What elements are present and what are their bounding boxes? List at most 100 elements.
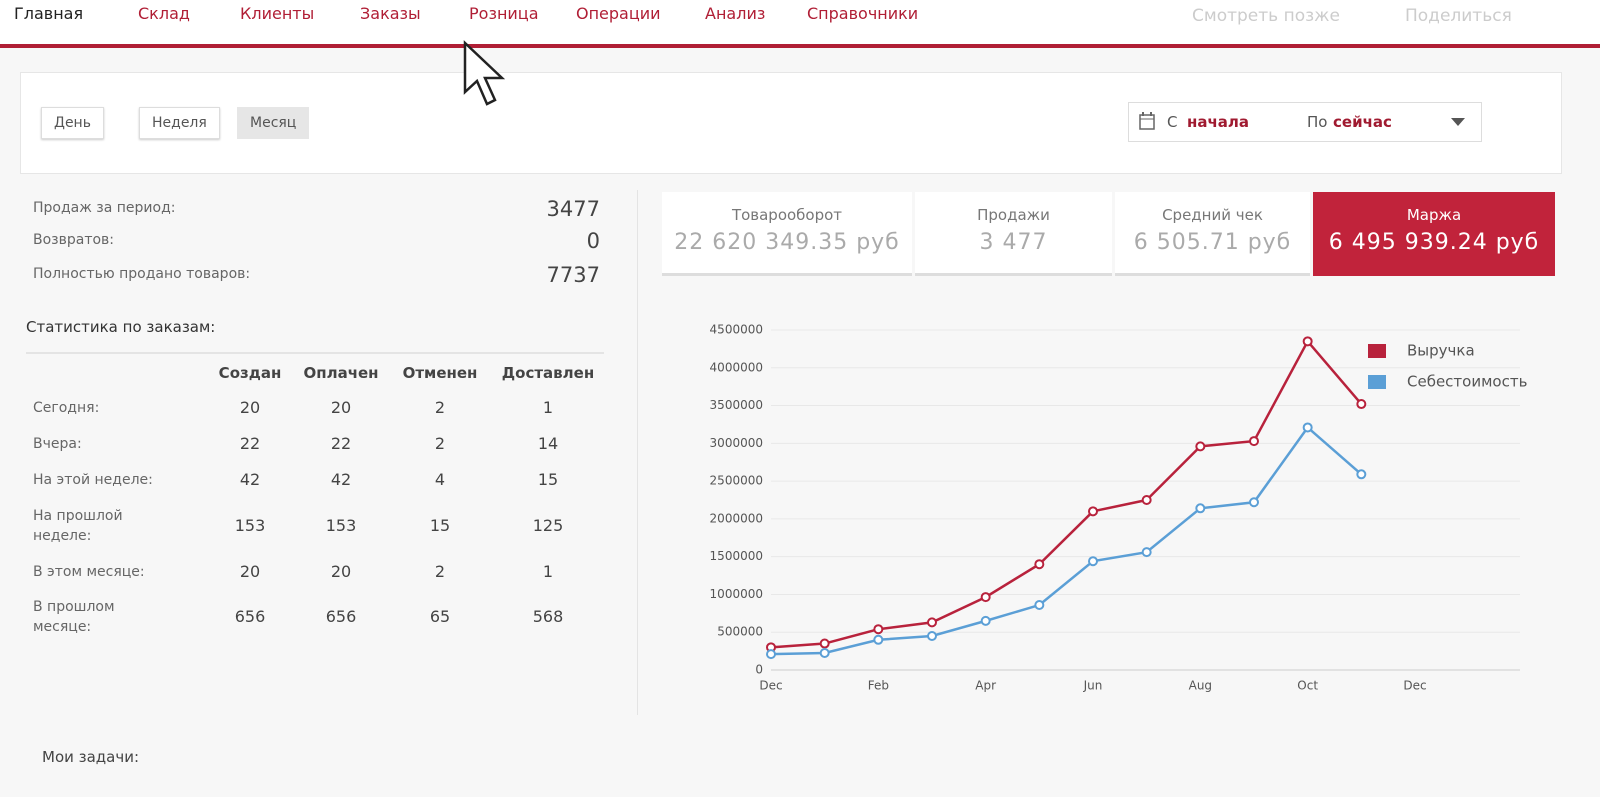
summary-value: 0 xyxy=(586,229,600,253)
kpi-value: 6 495 939.24 руб xyxy=(1328,230,1540,255)
top-nav: Главная Склад Клиенты Заказы Розница Операции… xyxy=(0,0,1600,48)
from-text: начала xyxy=(1187,113,1250,131)
x-tick-label: Dec xyxy=(1403,679,1426,693)
table-cell: 20 xyxy=(330,562,352,581)
data-point xyxy=(1034,559,1045,570)
table-cell: 1 xyxy=(542,398,554,417)
nav-link[interactable]: Анализ xyxy=(705,4,766,23)
nav-link[interactable]: Операции xyxy=(576,4,661,23)
table-cell: 125 xyxy=(532,516,564,535)
y-tick-label: 500000 xyxy=(717,625,763,639)
date-filter[interactable]: С начала По сейчас xyxy=(1128,102,1482,142)
table-cell: 153 xyxy=(234,516,266,535)
row-label: В прошлом месяце: xyxy=(33,599,115,635)
summary-value: 7737 xyxy=(546,263,600,287)
y-tick-label: 2500000 xyxy=(710,474,763,488)
table-cell: 1 xyxy=(542,562,554,581)
data-point xyxy=(1302,336,1313,347)
orders-title: Статистика по заказам: xyxy=(26,318,216,336)
table-cell: 42 xyxy=(330,470,352,489)
data-point xyxy=(980,592,991,603)
period-button[interactable]: Месяц xyxy=(237,107,310,139)
data-point xyxy=(1088,506,1098,517)
table-cell: 20 xyxy=(239,562,261,581)
kpi-tile[interactable]: Средний чек 6 505.71 руб xyxy=(1115,192,1310,276)
data-point xyxy=(1088,556,1098,567)
y-tick-label: 4000000 xyxy=(710,360,763,374)
data-point xyxy=(766,649,776,660)
summary-label: Продаж за период: xyxy=(33,200,176,216)
overlay-text[interactable]: Поделиться xyxy=(1405,6,1512,26)
data-point xyxy=(1195,441,1206,452)
row-label: Вчера: xyxy=(33,436,82,452)
y-tick-label: 3500000 xyxy=(710,398,763,412)
data-point xyxy=(1195,503,1206,514)
row-label: В этом месяце: xyxy=(33,564,145,580)
kpi-value: 22 620 349.35 руб xyxy=(674,230,900,255)
kpi-tile[interactable]: Товарооборот 22 620 349.35 руб xyxy=(662,192,912,276)
x-tick-label: Jun xyxy=(1083,679,1103,693)
nav-link[interactable]: Клиенты xyxy=(240,4,315,23)
nav-link[interactable]: Главная xyxy=(14,4,84,23)
nav-link[interactable]: Заказы xyxy=(360,4,421,23)
period-button[interactable]: Неделя xyxy=(139,107,220,139)
summary-value: 3477 xyxy=(546,197,600,221)
table-cell: 14 xyxy=(537,434,559,453)
series-line xyxy=(770,339,1363,649)
to-value: сейчас xyxy=(1333,113,1392,131)
nav-link[interactable]: Розница xyxy=(469,4,539,23)
table-cell: 65 xyxy=(429,607,451,626)
kpi-value: 6 505.71 руб xyxy=(1133,230,1292,255)
mouse-cursor xyxy=(463,40,506,106)
data-point xyxy=(1249,436,1259,447)
kpi-tile[interactable]: Маржа 6 495 939.24 руб xyxy=(1313,192,1555,276)
data-point xyxy=(819,638,830,649)
table-cell: 22 xyxy=(330,434,352,453)
divider xyxy=(637,190,638,715)
data-point xyxy=(1141,547,1152,558)
legend-label: Себестоимость xyxy=(1407,373,1527,391)
kpi-label: Товарооборот xyxy=(731,206,843,224)
table-cell: 153 xyxy=(325,516,357,535)
data-point xyxy=(1302,422,1313,433)
data-point xyxy=(980,615,991,626)
to-text: сейчас xyxy=(1333,113,1392,131)
table-cell: 15 xyxy=(537,470,559,489)
data-point xyxy=(1356,399,1367,410)
table-cell: 42 xyxy=(239,470,261,489)
table-cell: 2 xyxy=(434,398,446,417)
data-point xyxy=(1356,469,1367,480)
series-line xyxy=(770,425,1363,656)
data-point xyxy=(873,634,884,645)
from-value: начала xyxy=(1187,113,1249,131)
nav-link[interactable]: Склад xyxy=(138,4,190,23)
period-button[interactable]: День xyxy=(41,107,104,139)
x-tick-label: Aug xyxy=(1189,679,1212,693)
data-point xyxy=(819,648,830,658)
table-cell: 20 xyxy=(239,398,261,417)
nav-link[interactable]: Справочники xyxy=(807,4,919,23)
data-point xyxy=(1141,495,1152,505)
data-point xyxy=(873,624,884,635)
data-point xyxy=(927,617,937,628)
table-cell: 656 xyxy=(234,607,266,626)
x-tick-label: Feb xyxy=(868,679,889,693)
column-header: Доставлен xyxy=(501,364,595,382)
data-point xyxy=(1249,497,1259,508)
x-tick-label: Apr xyxy=(975,679,996,693)
row-label: Сегодня: xyxy=(33,400,100,416)
column-header: Оплачен xyxy=(303,364,379,382)
calendar-icon xyxy=(1139,112,1155,130)
data-point xyxy=(1034,600,1045,611)
from-label: С xyxy=(1167,113,1178,131)
row-label: На прошлой неделе: xyxy=(33,508,123,544)
table-cell: 22 xyxy=(239,434,261,453)
table-cell: 656 xyxy=(325,607,357,626)
y-tick-label: 4500000 xyxy=(710,323,763,337)
kpi-tile[interactable]: Продажи 3 477 xyxy=(915,192,1112,276)
column-header: Создан xyxy=(218,364,282,382)
tasks-title: Мои задачи: xyxy=(42,748,140,766)
overlay-text[interactable]: Смотреть позже xyxy=(1192,6,1340,26)
kpi-value: 3 477 xyxy=(979,230,1048,255)
